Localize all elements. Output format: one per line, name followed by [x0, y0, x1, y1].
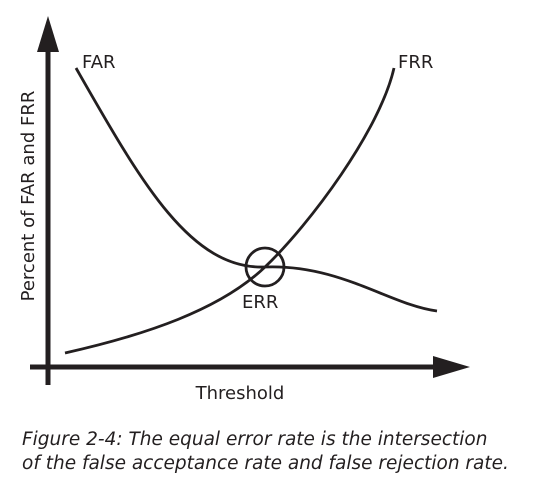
- chart: FAR FRR ERR Threshold Percent of FAR and…: [18, 16, 470, 404]
- x-axis-arrow: [433, 356, 470, 378]
- caption-line-2: of the false acceptance rate and false r…: [22, 453, 509, 474]
- y-axis-arrow: [37, 16, 59, 52]
- series-frr-label: FRR: [398, 52, 433, 73]
- y-axis-label: Percent of FAR and FRR: [18, 91, 39, 302]
- series-frr-line: [64, 67, 396, 355]
- series-far-line: [74, 67, 438, 313]
- err-circle: [244, 246, 286, 288]
- err-label: ERR: [242, 292, 278, 313]
- caption-line-1: Figure 2-4: The equal error rate is the …: [22, 429, 488, 450]
- x-axis-label: Threshold: [195, 383, 285, 404]
- series-far-label: FAR: [82, 52, 116, 73]
- figure-caption: Figure 2-4: The equal error rate is the …: [22, 428, 542, 476]
